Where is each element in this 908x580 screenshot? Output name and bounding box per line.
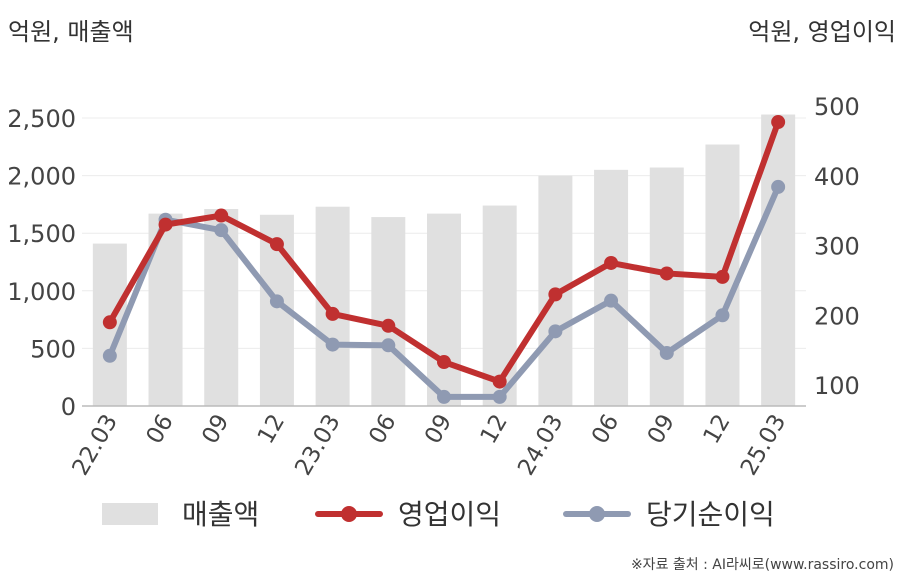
data-point bbox=[381, 318, 396, 333]
data-point bbox=[548, 287, 563, 302]
bar bbox=[761, 114, 796, 406]
data-point bbox=[325, 306, 340, 321]
data-point bbox=[214, 223, 229, 238]
bar bbox=[649, 167, 684, 406]
x-tick-label: 12 bbox=[253, 410, 290, 448]
x-tick-label: 06 bbox=[587, 410, 624, 448]
data-point bbox=[548, 324, 563, 339]
right-axis-unit: 억원, 영업이익 bbox=[748, 18, 896, 46]
bar bbox=[482, 205, 517, 406]
x-tick-label: 25.03 bbox=[736, 410, 791, 480]
x-tick-label: 23.03 bbox=[290, 410, 345, 480]
legend-marker bbox=[589, 506, 605, 522]
bar bbox=[315, 206, 350, 406]
data-point bbox=[659, 266, 674, 281]
data-point bbox=[492, 374, 507, 389]
left-tick-label: 0 bbox=[61, 393, 76, 421]
x-tick-label: 09 bbox=[197, 410, 234, 448]
x-tick-label: 24.03 bbox=[513, 410, 568, 480]
data-point bbox=[102, 315, 117, 330]
data-point bbox=[604, 293, 619, 308]
data-point bbox=[771, 115, 786, 130]
legend-label: 매출액 bbox=[182, 498, 259, 531]
right-tick-label: 400 bbox=[814, 163, 860, 191]
right-tick-label: 300 bbox=[814, 233, 860, 261]
left-tick-label: 1,500 bbox=[7, 220, 76, 248]
right-tick-label: 500 bbox=[814, 93, 860, 121]
legend-swatch bbox=[102, 503, 158, 525]
left-axis-unit: 억원, 매출액 bbox=[8, 18, 134, 46]
data-point bbox=[715, 308, 730, 323]
bar bbox=[371, 217, 406, 406]
data-point bbox=[492, 389, 507, 404]
data-point bbox=[437, 389, 451, 404]
bar bbox=[204, 209, 239, 406]
right-tick-label: 200 bbox=[814, 302, 860, 330]
bar bbox=[594, 169, 629, 406]
data-point bbox=[437, 355, 451, 370]
data-point bbox=[381, 338, 396, 353]
x-tick-label: 12 bbox=[699, 410, 736, 448]
data-point bbox=[771, 179, 786, 194]
bar bbox=[427, 213, 461, 406]
data-point bbox=[214, 208, 229, 223]
x-tick-label: 12 bbox=[476, 410, 513, 448]
data-point bbox=[604, 255, 619, 270]
data-point bbox=[325, 337, 340, 352]
data-point bbox=[102, 348, 117, 363]
data-point bbox=[715, 269, 730, 284]
x-tick-label: 06 bbox=[364, 410, 401, 448]
data-point bbox=[269, 237, 284, 252]
left-tick-label: 2,000 bbox=[7, 163, 76, 191]
source-credit: ※자료 출처 : AI라씨로(www.rassiro.com) bbox=[630, 557, 894, 573]
legend-marker bbox=[341, 506, 357, 522]
data-point bbox=[269, 294, 284, 309]
data-point bbox=[659, 345, 674, 360]
data-point bbox=[158, 217, 173, 232]
legend-label: 당기순이익 bbox=[646, 498, 775, 531]
x-tick-label: 09 bbox=[643, 410, 680, 448]
left-tick-label: 1,000 bbox=[7, 278, 76, 306]
left-tick-label: 2,500 bbox=[7, 105, 76, 133]
right-tick-label: 100 bbox=[814, 372, 860, 400]
x-tick-label: 09 bbox=[420, 410, 457, 448]
legend-label: 영업이익 bbox=[398, 498, 501, 531]
x-tick-label: 06 bbox=[142, 410, 179, 448]
left-tick-label: 500 bbox=[30, 335, 76, 363]
